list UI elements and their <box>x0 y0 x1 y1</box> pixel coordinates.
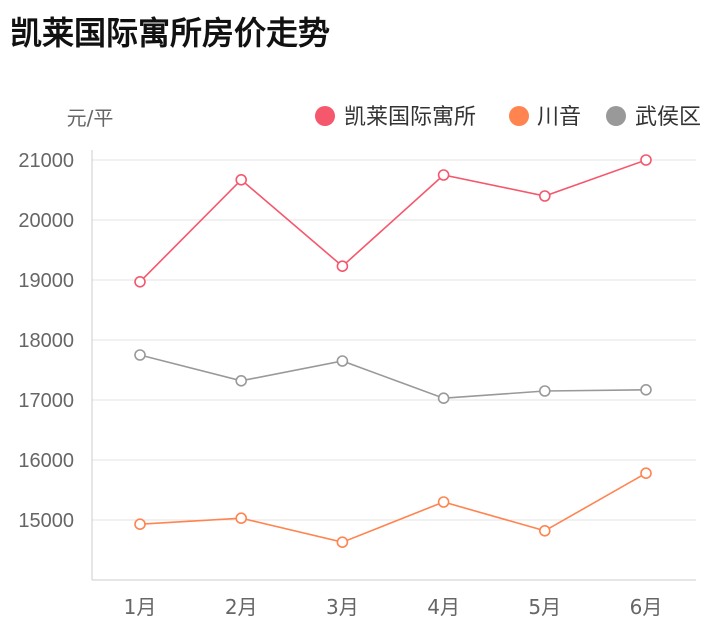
data-point <box>538 524 551 537</box>
x-tick-label: 6月 <box>630 595 663 619</box>
data-point <box>134 518 146 531</box>
chart-title: 凯莱国际寓所房价走势 <box>10 14 331 52</box>
legend-label: 武侯区 <box>635 105 701 130</box>
y-axis-label: 元/平 <box>67 106 114 130</box>
legend-marker <box>315 106 335 126</box>
legend-label: 凯莱国际寓所 <box>344 105 476 130</box>
data-point <box>640 383 652 396</box>
y-tick-label: 18000 <box>18 330 74 352</box>
x-tick-label: 3月 <box>326 595 359 619</box>
x-tick-label: 5月 <box>528 595 561 619</box>
data-point <box>336 355 349 367</box>
data-point <box>134 349 146 361</box>
legend-marker <box>606 106 626 126</box>
legend-marker <box>509 106 529 126</box>
data-point <box>336 536 349 549</box>
data-point <box>538 385 551 397</box>
y-tick-label: 21000 <box>18 150 74 172</box>
y-tick-label: 17000 <box>18 390 74 412</box>
x-tick-label: 2月 <box>225 595 258 619</box>
data-point <box>538 190 551 202</box>
data-point <box>336 260 349 273</box>
data-point <box>235 174 247 186</box>
y-tick-label: 20000 <box>18 210 74 232</box>
data-point <box>134 275 146 288</box>
series-line <box>139 354 647 400</box>
data-point <box>437 496 450 508</box>
series-line <box>139 472 647 544</box>
x-tick-label: 4月 <box>427 595 460 619</box>
data-point <box>437 169 450 181</box>
data-point <box>437 392 450 405</box>
x-tick-label: 1月 <box>124 595 157 619</box>
y-tick-label: 19000 <box>18 270 74 292</box>
data-point <box>640 154 652 166</box>
y-tick-label: 15000 <box>18 510 74 532</box>
data-point <box>235 512 247 525</box>
data-point <box>640 467 652 480</box>
y-tick-label: 16000 <box>18 450 74 472</box>
legend-label: 川音 <box>537 105 581 130</box>
data-point <box>235 374 247 387</box>
series-line <box>139 159 647 283</box>
